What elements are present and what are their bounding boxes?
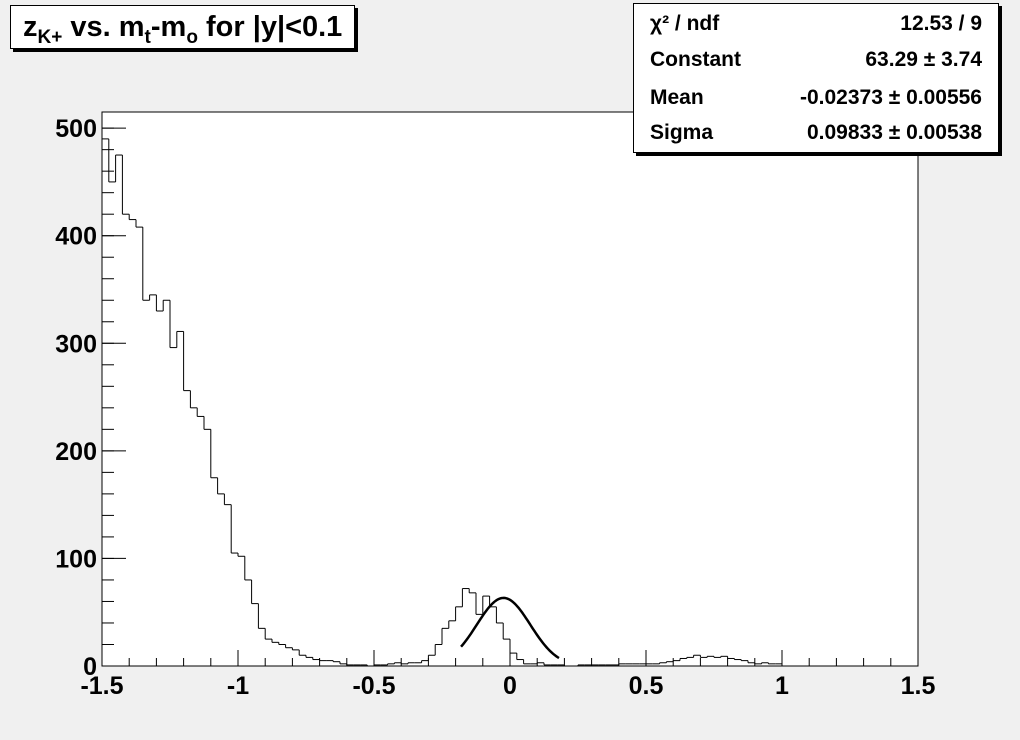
plot-frame bbox=[101, 111, 919, 667]
y-tick-label: 200 bbox=[55, 438, 97, 466]
x-tick-label: 0 bbox=[503, 672, 517, 700]
fit-stats-box: χ² / ndf 12.53 / 9 Constant 63.29 ± 3.74… bbox=[633, 3, 999, 153]
y-tick-label: 100 bbox=[55, 545, 97, 573]
stats-label: Sigma bbox=[650, 121, 714, 144]
stats-row-chi2: χ² / ndf 12.53 / 9 bbox=[650, 12, 982, 42]
stats-label: Mean bbox=[650, 86, 704, 109]
x-tick-label: -0.5 bbox=[352, 672, 395, 700]
title-part: -m bbox=[150, 11, 187, 43]
y-tick-label: 400 bbox=[55, 223, 97, 251]
x-tick-label: 0.5 bbox=[629, 672, 664, 700]
title-sub-part: o bbox=[186, 26, 198, 48]
y-tick-label: 500 bbox=[55, 115, 97, 143]
stats-value: 63.29 ± 3.74 bbox=[865, 48, 982, 71]
y-tick-label: 0 bbox=[83, 653, 97, 681]
stats-row-mean: Mean -0.02373 ± 0.00556 bbox=[650, 86, 982, 116]
x-tick-label: -1 bbox=[227, 672, 249, 700]
stats-row-sigma: Sigma 0.09833 ± 0.00538 bbox=[650, 121, 982, 151]
stats-label: χ² / ndf bbox=[650, 12, 720, 35]
fit-curve-layer bbox=[460, 596, 560, 660]
stats-value: 0.09833 ± 0.00538 bbox=[806, 121, 982, 144]
title-part: z bbox=[23, 11, 38, 43]
x-tick-label: 1.5 bbox=[901, 672, 936, 700]
stats-label: Constant bbox=[650, 48, 741, 71]
title-sub-part: t bbox=[144, 26, 151, 48]
y-tick-label: 300 bbox=[55, 330, 97, 358]
gaussian-fit-curve bbox=[460, 596, 560, 660]
x-tick-label: -1.5 bbox=[80, 672, 123, 700]
title-sub-part: K+ bbox=[37, 26, 63, 48]
stats-row-constant: Constant 63.29 ± 3.74 bbox=[650, 48, 982, 78]
stats-value: 12.53 / 9 bbox=[900, 12, 982, 35]
stats-value: -0.02373 ± 0.00556 bbox=[799, 86, 982, 109]
chart-title: zK+ vs. mt-mo for |y|<0.1 bbox=[10, 5, 356, 49]
title-part: vs. m bbox=[62, 11, 145, 43]
title-part: for |y|<0.1 bbox=[197, 11, 343, 43]
x-tick-label: 1 bbox=[775, 672, 789, 700]
axes: -1.5 -1 -0.5 0 0.5 1 1.5 0 100 200 300 400 500 bbox=[55, 115, 935, 700]
